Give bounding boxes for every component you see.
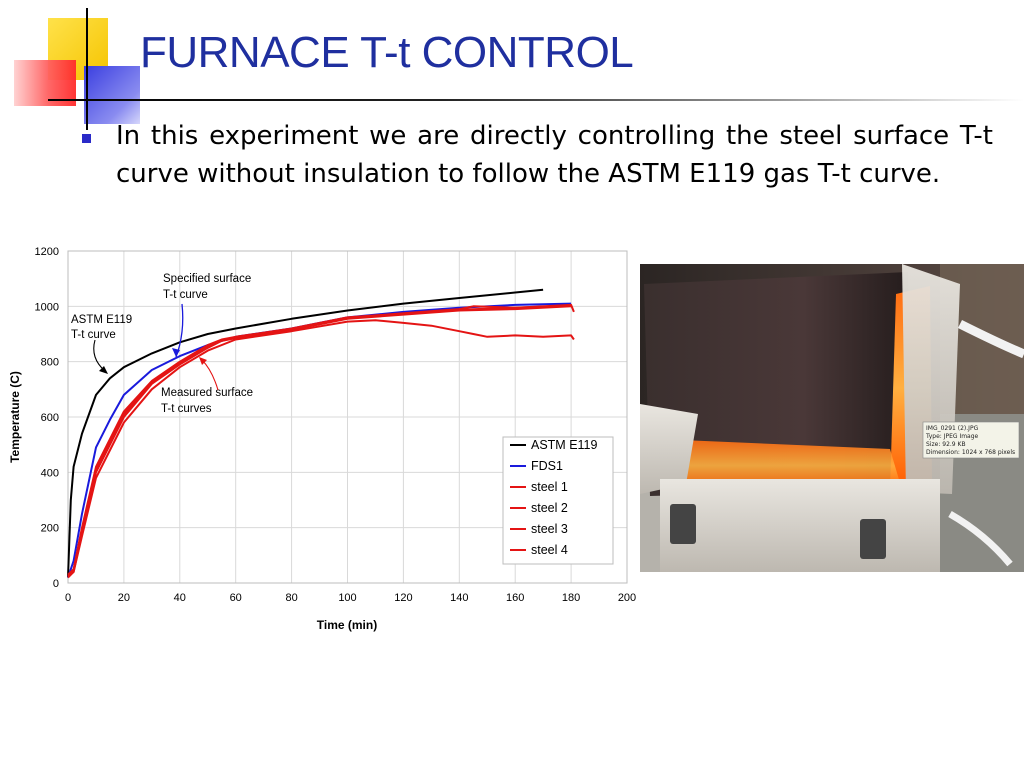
temperature-time-chart: 0 20 40 60 80 100 120 140 160 180 200 0 200 400 600 800…: [8, 246, 637, 632]
y-tick-label: 800: [41, 357, 59, 369]
series-line-steel-1: [67, 303, 575, 576]
annotation-astm-line2: T-t curve: [71, 329, 116, 341]
chart-series-lines: [67, 288, 575, 579]
photo-info-text: IMG_0291 (2).JPG Type: JPEG Image Size: …: [925, 425, 1015, 456]
y-tick-label: 0: [53, 578, 59, 590]
y-tick-label: 1000: [35, 301, 59, 313]
legend-label-fds1: FDS1: [531, 459, 563, 473]
axis-ticks: 0 20 40 60 80 100 120 140 160 180 200 0 200 400 600 800…: [35, 246, 637, 604]
x-tick-label: 60: [230, 592, 242, 604]
annotation-measured-line1: Measured surface: [161, 387, 253, 399]
x-tick-label: 160: [506, 592, 524, 604]
annotation-measured-line2: T-t curves: [161, 403, 212, 415]
y-tick-label: 1200: [35, 246, 59, 258]
x-tick-label: 120: [394, 592, 412, 604]
y-tick-label: 400: [41, 467, 59, 479]
decor-red-square: [14, 60, 76, 106]
chart-legend: ASTM E119 FDS1 steel 1 steel 2 steel 3 steel …: [502, 436, 614, 565]
annotation-specified-arrowhead: [172, 348, 180, 357]
series-line-fds1: [67, 302, 572, 578]
x-tick-label: 200: [618, 592, 636, 604]
x-tick-label: 40: [174, 592, 186, 604]
annotation-measured-arrowhead: [199, 357, 207, 365]
legend-label-astm-e119: ASTM E119: [531, 438, 598, 452]
legend-label-steel-1: steel 1: [531, 480, 568, 494]
x-tick-label: 180: [562, 592, 580, 604]
x-tick-label: 0: [65, 592, 71, 604]
annotation-measured-arrow: [201, 359, 219, 391]
y-tick-label: 200: [41, 523, 59, 535]
title-underline-rule: [48, 99, 1024, 101]
legend-label-steel-3: steel 3: [531, 522, 568, 536]
annotation-specified-line1: Specified surface: [163, 273, 251, 285]
bullet-text: In this experiment we are directly contr…: [116, 121, 993, 189]
x-tick-label: 20: [118, 592, 130, 604]
x-tick-label: 140: [450, 592, 468, 604]
furnace-photo: IMG_0291 (2).JPG Type: JPEG Image Size: …: [640, 264, 1024, 572]
y-axis-label: Temperature (C): [8, 371, 22, 463]
decor-blue-square: [84, 66, 140, 124]
annotation-specified-line2: T-t curve: [163, 289, 208, 301]
series-line-steel-3: [67, 304, 572, 577]
decor-vertical-rule: [86, 8, 88, 130]
y-tick-label: 600: [41, 412, 59, 424]
series-line-steel-4: [67, 319, 575, 579]
annotation-astm-arrow: [93, 339, 106, 372]
annotation-astm-line1: ASTM E119: [71, 314, 132, 326]
bullet-marker: [82, 134, 91, 143]
x-axis-label: Time (min): [317, 618, 377, 632]
x-tick-label: 80: [285, 592, 297, 604]
annotation-astm-arrowhead: [99, 366, 108, 374]
legend-label-steel-4: steel 4: [531, 543, 568, 557]
series-line-steel-2: [67, 305, 572, 577]
slide-title: FURNACE T-t CONTROL: [140, 28, 634, 77]
plot-area-frame: [67, 250, 628, 584]
x-tick-label: 100: [338, 592, 356, 604]
legend-label-steel-2: steel 2: [531, 501, 568, 515]
